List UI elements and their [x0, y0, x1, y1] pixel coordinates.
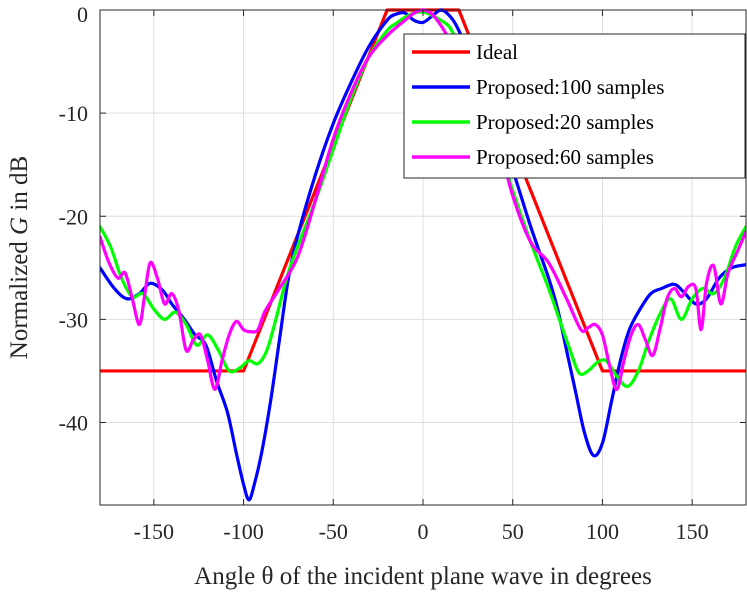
x-axis-label: Angle θ of the incident plane wave in de…	[194, 563, 652, 590]
y-axis-label-prefix: Normalized	[6, 235, 33, 359]
legend-label: Proposed:60 samples	[476, 145, 654, 169]
legend-label: Proposed:20 samples	[476, 110, 654, 134]
axis-ticks	[100, 9, 746, 505]
legend-item-proposed-100-samples: Proposed:100 samples	[412, 75, 664, 99]
x-tick-label: 50	[502, 519, 524, 544]
x-tick-label: 100	[586, 519, 619, 544]
x-tick-label: -100	[223, 519, 263, 544]
y-axis-label-variable: G	[6, 217, 33, 235]
legend-box	[403, 33, 746, 179]
legend-label: Ideal	[476, 40, 518, 64]
y-tick-label: -20	[59, 204, 88, 229]
series-line-proposed-100-samples	[100, 8, 746, 502]
x-tick-label: 0	[418, 519, 429, 544]
y-axis-label: Normalized G in dB	[6, 156, 33, 359]
legend-label: Proposed:100 samples	[476, 75, 664, 99]
y-tick-label: -10	[59, 101, 88, 126]
legend-item-ideal: Ideal	[412, 40, 518, 64]
y-axis-label-suffix: in dB	[6, 156, 33, 217]
x-tick-labels: -150 -100 -50 0 50 100 150	[134, 519, 709, 544]
x-tick-label: 150	[676, 519, 709, 544]
y-tick-label: -40	[59, 411, 88, 436]
x-tick-label: -150	[134, 519, 174, 544]
legend-item-proposed-20-samples: Proposed:20 samples	[412, 110, 654, 134]
y-tick-label: -30	[59, 307, 88, 332]
y-tick-label: 0	[77, 2, 88, 27]
x-tick-label: -50	[319, 519, 348, 544]
y-tick-labels: 0 -10 -20 -30 -40	[59, 2, 88, 436]
legend: Ideal Proposed:100 samples Proposed:20 sam…	[403, 33, 746, 179]
legend-item-proposed-60-samples: Proposed:60 samples	[412, 145, 654, 169]
